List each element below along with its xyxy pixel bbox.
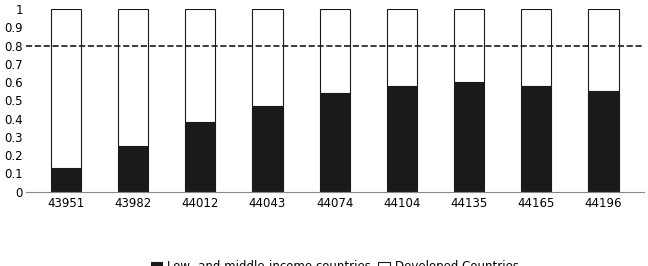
Bar <box>252 106 283 192</box>
Bar <box>521 9 551 86</box>
Bar <box>185 122 215 192</box>
Bar <box>252 9 283 106</box>
Bar <box>521 86 551 192</box>
Bar <box>51 9 81 168</box>
Bar <box>387 86 417 192</box>
Bar <box>319 93 350 192</box>
Bar <box>51 168 81 192</box>
Bar <box>319 9 350 93</box>
Legend: Low- and middle-income countries, Developed Countries: Low- and middle-income countries, Develo… <box>146 256 524 266</box>
Bar <box>588 9 619 91</box>
Bar <box>454 9 484 82</box>
Bar <box>387 9 417 86</box>
Bar <box>454 82 484 192</box>
Bar <box>118 9 148 146</box>
Bar <box>185 9 215 122</box>
Bar <box>118 146 148 192</box>
Bar <box>588 91 619 192</box>
